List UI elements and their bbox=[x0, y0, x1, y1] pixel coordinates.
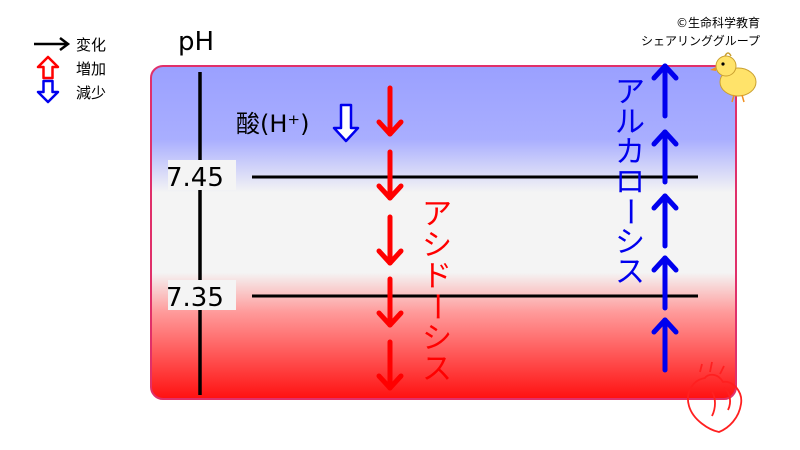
red-down-arrow-icon bbox=[376, 339, 404, 391]
legend-label-increase: 増加 bbox=[76, 60, 106, 78]
blue-up-arrow-icon bbox=[651, 255, 679, 311]
vertical-char: ロ bbox=[615, 165, 645, 200]
acidosis-arrows bbox=[376, 85, 404, 391]
vertical-char: シ bbox=[422, 321, 452, 356]
vertical-char: ス bbox=[422, 352, 452, 387]
blue-up-arrow-icon bbox=[651, 63, 679, 119]
axis-label-ph: pH bbox=[178, 27, 214, 57]
heart-icon bbox=[687, 361, 743, 433]
red-down-arrow-icon bbox=[376, 276, 404, 328]
vertical-char: ル bbox=[615, 105, 645, 140]
vertical-char: シ bbox=[422, 228, 452, 263]
chick-icon bbox=[710, 52, 757, 103]
red-down-arrow-icon bbox=[376, 149, 404, 201]
acid-label: 酸(H⁺) bbox=[236, 110, 309, 138]
legend-label-change: 変化 bbox=[76, 36, 106, 54]
black-right-arrow-icon bbox=[34, 37, 71, 51]
blue-up-arrow-icon bbox=[651, 317, 679, 373]
vertical-char: ド bbox=[422, 259, 452, 294]
vertical-char: ア bbox=[615, 75, 645, 110]
vertical-char: ー bbox=[612, 197, 647, 227]
blue-up-arrow-icon bbox=[651, 193, 679, 249]
credit-line-1: ©生命科学教育 bbox=[676, 15, 760, 30]
vertical-char: シ bbox=[615, 225, 645, 260]
blue-down-hollow-arrow-icon bbox=[36, 79, 60, 104]
red-down-arrow-icon bbox=[376, 85, 404, 137]
red-up-hollow-arrow-icon bbox=[36, 55, 60, 80]
tick-label-7-45: 7.45 bbox=[166, 163, 224, 193]
tick-backing-lower bbox=[168, 280, 236, 310]
tick-backing-upper bbox=[168, 160, 236, 190]
alkalosis-arrows bbox=[651, 63, 679, 373]
red-down-arrow-icon bbox=[376, 214, 404, 266]
vertical-char: カ bbox=[615, 135, 645, 170]
legend: 変化 増加 減少 bbox=[34, 36, 106, 104]
ph-range-panel bbox=[150, 65, 737, 400]
vertical-char: ー bbox=[419, 292, 454, 322]
acid-decrease-arrow-icon bbox=[332, 103, 360, 143]
blue-up-arrow-icon bbox=[651, 129, 679, 185]
credit-line-2: シェアリンググループ bbox=[641, 34, 760, 48]
vertical-char: ス bbox=[615, 255, 645, 290]
vertical-char: ア bbox=[422, 197, 452, 232]
legend-label-decrease: 減少 bbox=[76, 84, 106, 102]
tick-label-7-35: 7.35 bbox=[166, 283, 224, 313]
